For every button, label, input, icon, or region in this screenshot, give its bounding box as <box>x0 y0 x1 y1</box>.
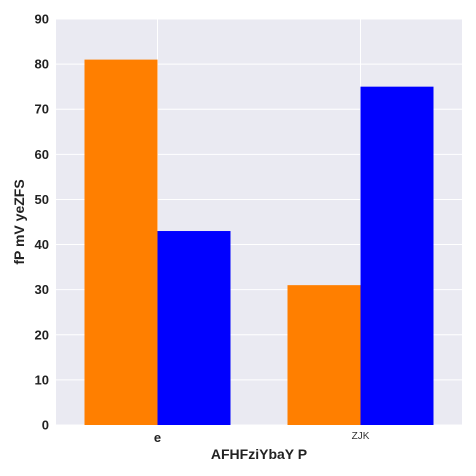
y-axis-label: fP mV yeZFS <box>11 179 27 264</box>
y-tick-label: 90 <box>35 12 49 27</box>
bar-series0-1 <box>287 285 361 425</box>
y-tick-label: 20 <box>35 327 49 342</box>
y-tick-label: 50 <box>35 192 49 207</box>
y-tick-label: 60 <box>35 147 49 162</box>
bars <box>84 59 434 426</box>
y-tick-label: 70 <box>35 102 49 117</box>
y-tick-label: 40 <box>35 237 49 252</box>
bar-series1-0 <box>157 231 231 425</box>
x-tick-label: e <box>154 430 161 445</box>
x-axis-label: AFHFziYbaY P <box>211 446 307 462</box>
y-tick-label: 10 <box>35 372 49 387</box>
y-tick-label: 80 <box>35 57 49 72</box>
y-tick-label: 30 <box>35 282 49 297</box>
y-tick-labels: 0 10 20 30 40 50 60 70 80 90 <box>35 12 49 433</box>
bar-series1-1 <box>360 86 434 426</box>
x-tick-labels: e ZJK <box>154 430 370 445</box>
x-tick-label: ZJK <box>352 431 370 442</box>
y-tick-label: 0 <box>42 418 49 433</box>
bar-series0-0 <box>84 59 158 425</box>
